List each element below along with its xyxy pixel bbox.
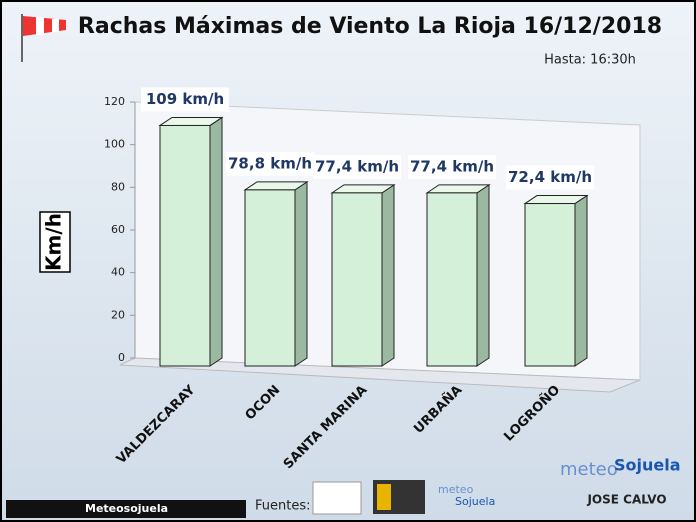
ylabel-box bbox=[39, 211, 71, 273]
bar-top bbox=[425, 184, 491, 194]
value-label: 109 km/h bbox=[146, 90, 224, 108]
y-tick-label: 60 bbox=[111, 223, 125, 236]
sources-label: Fuentes: bbox=[255, 499, 311, 514]
subtitle: Hasta: 16:30h bbox=[544, 53, 636, 68]
bar bbox=[331, 192, 383, 367]
brand-sojuela: Sojuela bbox=[614, 456, 681, 475]
social-label: Meteosojuela bbox=[85, 502, 168, 515]
value-label-box bbox=[141, 87, 229, 112]
value-label: 78,8 km/h bbox=[228, 154, 312, 172]
value-label-box bbox=[313, 154, 401, 179]
bar-side bbox=[476, 183, 490, 367]
value-label: 77,4 km/h bbox=[410, 157, 494, 175]
brand-small: Sojuela bbox=[455, 495, 495, 508]
y-tick-label: 100 bbox=[104, 138, 125, 151]
value-label-box bbox=[226, 151, 314, 176]
aemet-logo bbox=[312, 481, 362, 515]
value-label: 72,4 km/h bbox=[508, 168, 592, 186]
y-axis-label: Km/h bbox=[42, 213, 66, 271]
y-tick-label: 20 bbox=[111, 308, 125, 321]
value-label-box bbox=[506, 165, 594, 190]
sos-logo-mark bbox=[377, 484, 391, 510]
value-label: 77,4 km/h bbox=[315, 157, 399, 175]
value-label-box bbox=[408, 154, 496, 179]
y-tick-label: 0 bbox=[118, 351, 125, 364]
bar-side bbox=[294, 180, 308, 367]
y-tick-label: 120 bbox=[104, 95, 125, 108]
bar-top bbox=[330, 184, 396, 194]
social-bar bbox=[6, 500, 246, 518]
bar bbox=[426, 192, 478, 367]
bar-top bbox=[243, 181, 309, 191]
brand-small: meteo bbox=[438, 483, 474, 496]
bar-top bbox=[523, 195, 589, 205]
brand-meteo: meteo bbox=[560, 459, 618, 480]
author: JOSE CALVO bbox=[586, 493, 666, 507]
bar-top bbox=[158, 116, 224, 126]
bar bbox=[159, 124, 211, 367]
windsock-icon bbox=[21, 14, 66, 62]
y-tick-label: 40 bbox=[111, 266, 125, 279]
bar bbox=[524, 203, 576, 367]
bar-side bbox=[574, 194, 588, 367]
bar bbox=[244, 189, 296, 367]
floor bbox=[119, 357, 641, 393]
y-tick-label: 80 bbox=[111, 180, 125, 193]
bar-side bbox=[381, 183, 395, 367]
bar-side bbox=[209, 116, 223, 367]
chart-title: Rachas Máximas de Viento La Rioja 16/12/… bbox=[78, 14, 662, 39]
